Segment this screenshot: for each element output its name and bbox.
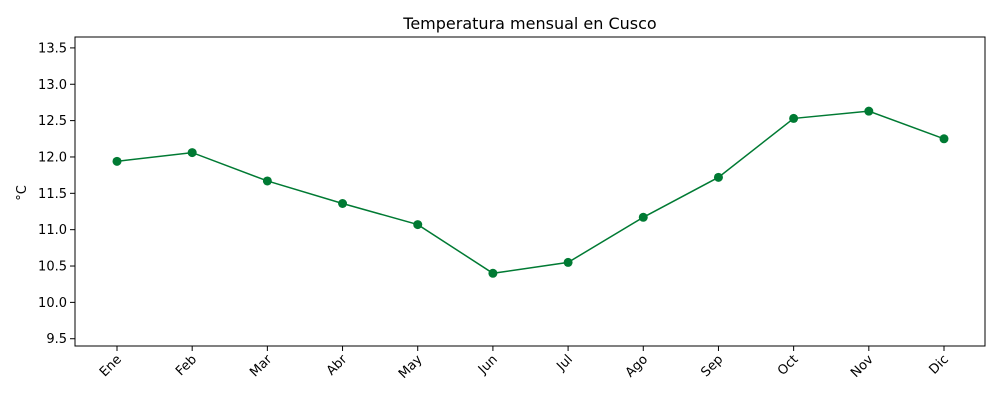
y-tick-label: 11.5 xyxy=(38,187,67,202)
chart-title: Temperatura mensual en Cusco xyxy=(402,14,656,33)
x-tick-label: Dic xyxy=(927,352,952,377)
data-point xyxy=(713,172,723,182)
x-tick-label: Jun xyxy=(475,352,501,378)
x-tick-label: Abr xyxy=(324,352,351,379)
data-point xyxy=(112,156,122,166)
data-point xyxy=(563,257,573,267)
data-point xyxy=(338,198,348,208)
data-point xyxy=(413,220,423,230)
data-point xyxy=(187,148,197,158)
x-tick-label: Oct xyxy=(775,352,802,379)
series-line xyxy=(116,110,945,275)
x-tick-label: May xyxy=(396,352,426,382)
x-tick-label: Sep xyxy=(698,352,726,380)
y-tick-label: 10.5 xyxy=(38,260,67,275)
y-tick-label: 10.0 xyxy=(38,296,67,311)
data-point xyxy=(789,113,799,123)
y-tick-label: 11.0 xyxy=(38,223,67,238)
data-point xyxy=(864,106,874,116)
x-tick-label: Jul xyxy=(554,352,576,374)
y-tick-label: 12.0 xyxy=(38,150,67,165)
x-tick-label: Nov xyxy=(848,352,877,381)
y-tick-label: 13.0 xyxy=(38,78,67,93)
y-axis-label: °C xyxy=(15,185,30,201)
plot-frame xyxy=(74,36,986,347)
x-tick-label: Ago xyxy=(623,352,651,380)
x-tick-label: Mar xyxy=(247,352,275,380)
data-point xyxy=(488,268,498,278)
data-point xyxy=(262,176,272,186)
y-tick-label: 12.5 xyxy=(38,114,67,129)
x-tick-label: Feb xyxy=(173,352,200,379)
y-tick-label: 9.5 xyxy=(46,332,67,347)
y-tick-label: 13.5 xyxy=(38,41,67,56)
x-tick-label: Ene xyxy=(97,352,125,380)
data-point xyxy=(638,212,648,222)
data-point xyxy=(939,134,949,144)
